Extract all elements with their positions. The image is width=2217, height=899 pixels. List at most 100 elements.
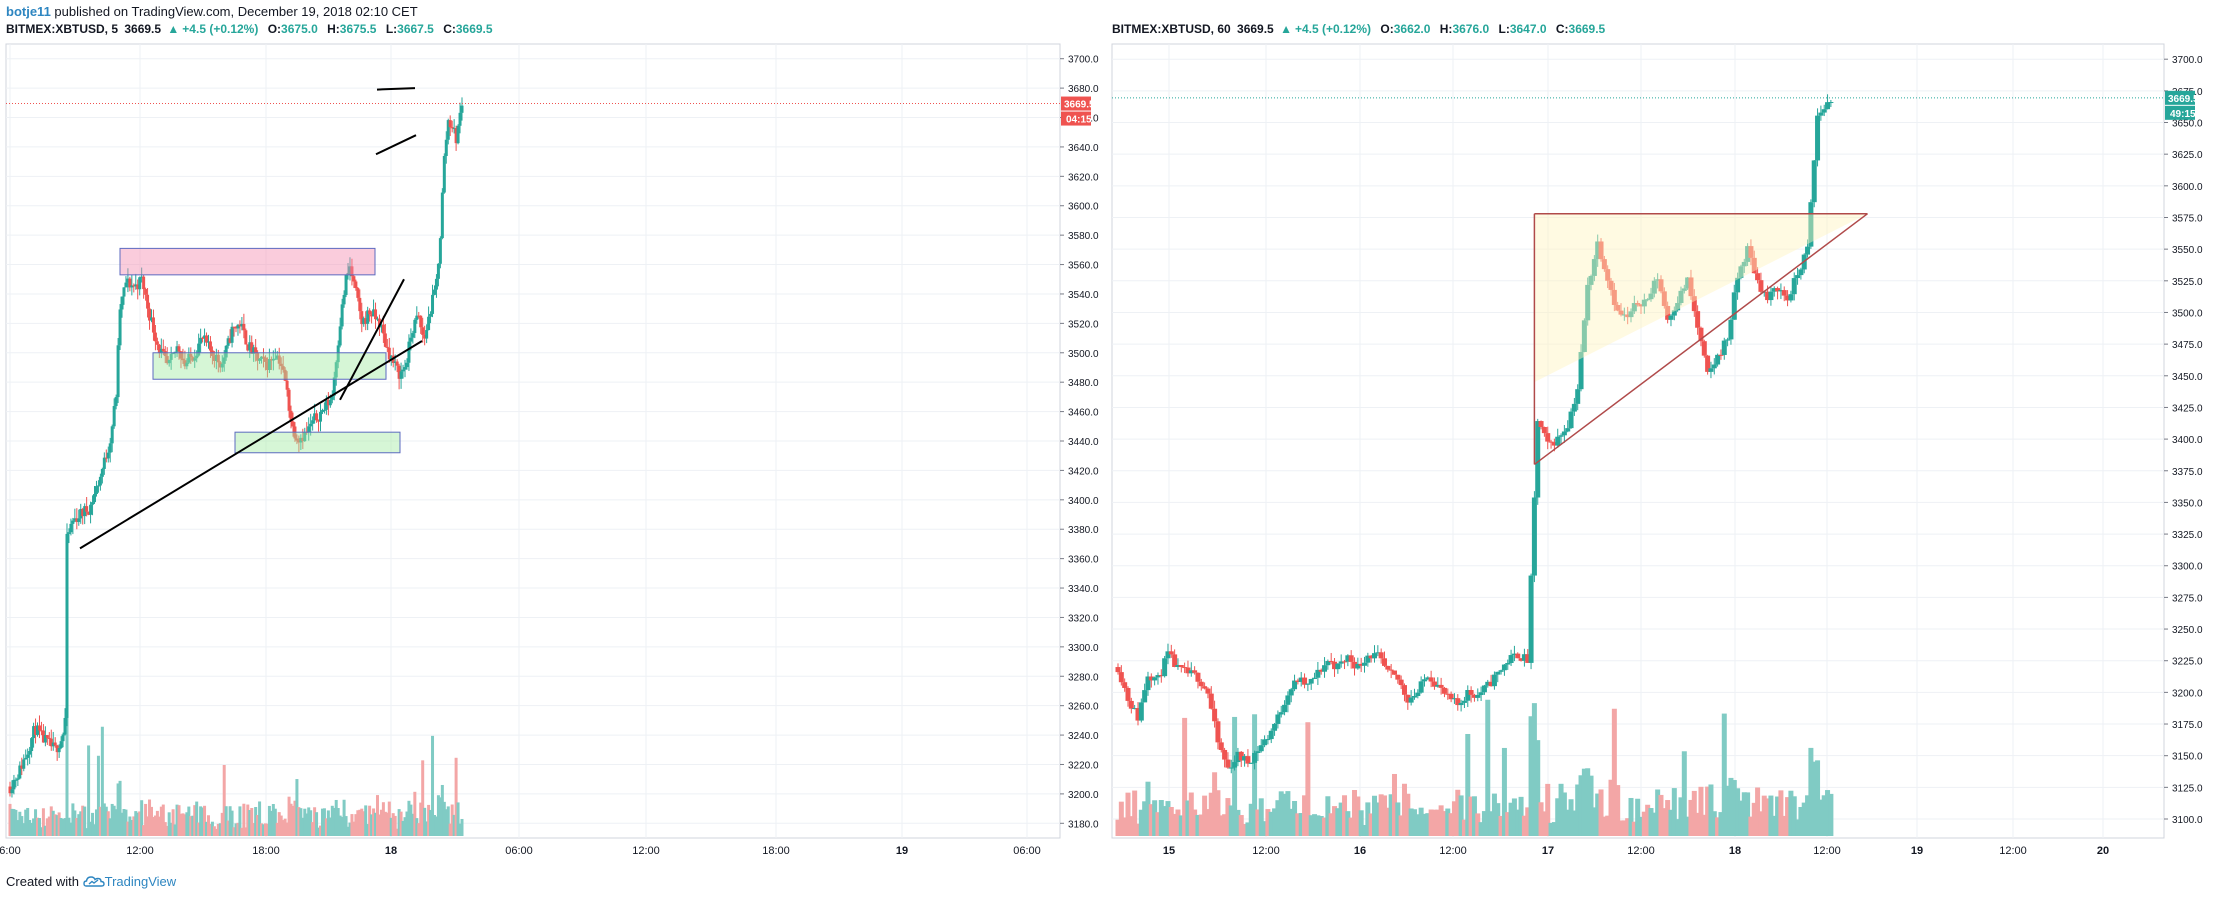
candle-body	[1601, 259, 1607, 270]
volume-bar	[206, 815, 210, 836]
y-tick-label: 3500.0	[2172, 308, 2203, 319]
volume-bar	[1481, 811, 1487, 836]
y-tick-label: 3580.0	[1068, 231, 1099, 242]
left-h: H:3675.5	[327, 22, 377, 36]
volume-bar	[1135, 823, 1141, 836]
candle-body	[59, 741, 63, 749]
support-zone	[234, 431, 401, 454]
candle-body	[1338, 661, 1344, 664]
volume-bar	[299, 808, 303, 836]
candle-body	[1498, 670, 1504, 672]
volume-bar	[122, 808, 126, 836]
right-chart[interactable]: 3700.03675.03650.03625.03600.03575.03550…	[1109, 40, 2217, 870]
candle-body	[442, 155, 446, 193]
right-h: H:3676.0	[1439, 22, 1490, 36]
volume-bar	[22, 823, 26, 836]
volume-bar	[128, 816, 132, 836]
candle-body	[43, 735, 47, 743]
y-tick-label: 3125.0	[2172, 783, 2203, 794]
candle-body	[324, 400, 328, 410]
candle-body	[1785, 295, 1791, 301]
candle-body	[1358, 663, 1364, 666]
volume-bar	[1505, 812, 1511, 836]
footer-tradingview-link[interactable]: TradingView	[104, 874, 177, 889]
volume-bar	[85, 828, 89, 836]
candle-body	[100, 468, 104, 477]
volume-bar	[26, 807, 30, 836]
volume-bar	[381, 802, 385, 836]
volume-bar	[1461, 819, 1467, 836]
volume-bar	[1172, 813, 1178, 836]
y-tick-label: 3225.0	[2172, 657, 2203, 668]
volume-bar	[1411, 809, 1417, 836]
candle-body	[1821, 109, 1827, 113]
volume-bar	[421, 760, 425, 836]
candle-body	[14, 779, 18, 781]
y-tick-label: 3320.0	[1068, 613, 1099, 624]
y-tick-label: 3475.0	[2172, 340, 2203, 351]
candle-body	[1688, 277, 1694, 297]
x-tick-label: 18	[385, 845, 397, 857]
volume-bar	[1431, 809, 1437, 836]
y-tick-label: 3520.0	[1068, 319, 1099, 330]
x-tick-label: 12:00	[1627, 845, 1655, 857]
candle-body	[309, 423, 313, 427]
volume-bar	[1451, 801, 1457, 836]
volume-bar	[254, 807, 258, 836]
volume-bar	[73, 810, 77, 836]
author-link[interactable]: botje11	[6, 4, 51, 19]
footer: Created with TradingView	[6, 874, 176, 891]
y-tick-label: 3650.0	[2172, 119, 2203, 130]
candle-body	[1518, 658, 1524, 661]
candle-body	[332, 377, 336, 396]
volume-bar	[1362, 824, 1368, 836]
candle-body	[195, 355, 199, 359]
y-tick-label: 3200.0	[1068, 790, 1099, 801]
volume-bar	[1588, 775, 1594, 836]
candle-body	[381, 324, 385, 334]
trend-line	[339, 278, 405, 401]
volume-bar	[1631, 821, 1637, 836]
candle-body	[69, 523, 73, 533]
volume-bar	[16, 820, 20, 836]
volume-bar	[374, 812, 378, 836]
right-change: ▲ +4.5 (+0.12%)	[1280, 22, 1374, 36]
volume-bar	[350, 814, 354, 836]
volume-bar	[1318, 816, 1324, 836]
left-last: 3669.5	[124, 22, 162, 36]
candle-body	[1641, 299, 1647, 307]
volume-bar	[389, 817, 393, 836]
volume-bar	[1601, 816, 1607, 836]
candle-body	[275, 355, 279, 359]
y-tick-label: 3380.0	[1068, 525, 1099, 536]
candle-body	[1451, 698, 1457, 700]
candle-body	[1455, 698, 1461, 706]
last-price-tag	[2165, 90, 2195, 105]
volume-bar	[387, 801, 391, 836]
candle-body	[348, 266, 352, 273]
volume-bar	[116, 783, 120, 836]
volume-bar	[1368, 813, 1374, 836]
candle-body	[1202, 686, 1208, 689]
volume-bar	[1615, 785, 1621, 836]
volume-bar	[75, 817, 79, 836]
candle-body	[1715, 354, 1721, 365]
candle-body	[1561, 431, 1567, 436]
candle-body	[102, 457, 106, 469]
candle-body	[224, 345, 228, 358]
volume-bar	[230, 810, 234, 836]
left-chart[interactable]: 3700.03680.03660.03640.03620.03600.03580…	[0, 40, 1108, 870]
volume-bar	[100, 726, 104, 836]
candle-body	[250, 342, 254, 354]
resistance-zone	[119, 247, 376, 276]
candle-body	[12, 779, 16, 790]
candle-body	[1745, 246, 1751, 262]
volume-bar	[1718, 812, 1724, 836]
candle-body	[1215, 721, 1221, 743]
volume-bar	[1821, 795, 1827, 836]
volume-bar	[265, 823, 269, 836]
volume-bar	[153, 815, 157, 836]
volume-bar	[1272, 808, 1278, 836]
candle-body	[1185, 667, 1191, 674]
candle-body	[421, 327, 425, 335]
